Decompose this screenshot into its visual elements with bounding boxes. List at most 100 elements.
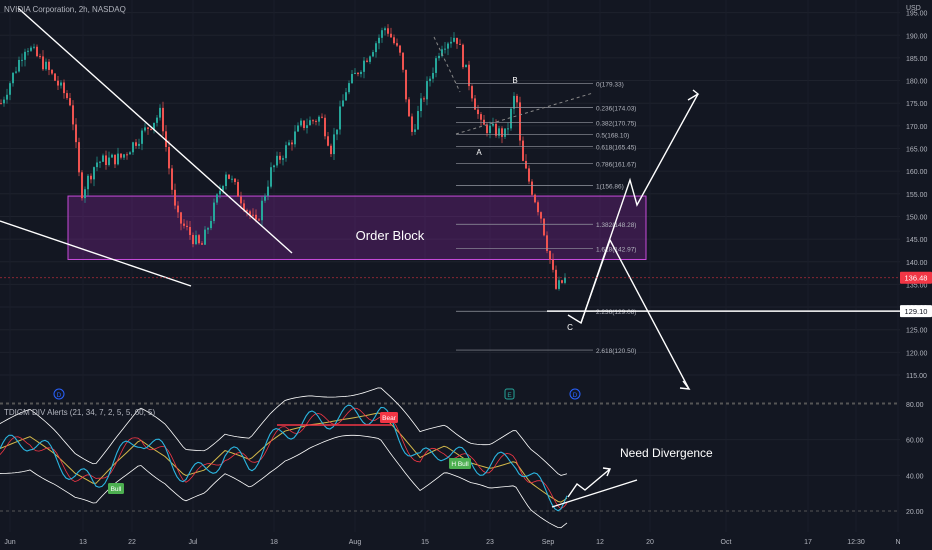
candle-body (195, 235, 197, 245)
candle-body (375, 43, 377, 53)
candle-body (114, 154, 116, 165)
svg-text:Bear: Bear (382, 415, 397, 422)
candle-body (480, 114, 482, 120)
candle-body (129, 152, 131, 155)
candle-body (171, 168, 173, 190)
candle-body (249, 211, 251, 215)
bullish-projection-path[interactable] (567, 93, 699, 325)
candle-body (429, 78, 431, 82)
candle-body (363, 60, 365, 72)
candle-body (222, 186, 224, 191)
price-axis[interactable]: 115.00120.00125.00130.00135.00140.00145.… (906, 11, 928, 380)
candle-body (378, 37, 380, 44)
bull-signal-label: Bull (108, 483, 124, 494)
candle-body (507, 128, 509, 130)
candle-body (369, 56, 371, 62)
candle-body (537, 202, 539, 213)
candle-body (456, 37, 458, 44)
candle-body (489, 125, 491, 134)
candle-body (30, 47, 32, 51)
candle-body (282, 158, 284, 160)
time-tick-label: 20 (646, 539, 654, 546)
candle-body (99, 161, 101, 163)
bearish-projection-path[interactable] (580, 238, 690, 390)
divergence-trendline[interactable] (551, 479, 638, 508)
candle-body (177, 205, 179, 213)
candle-body (426, 81, 428, 100)
candle-body (267, 186, 269, 196)
need-divergence-label: Need Divergence (620, 446, 713, 460)
time-axis[interactable]: Jun 13 22 Jul 18 Aug 15 23 Sep 12 20 Oct 17 12:30 N (4, 539, 900, 546)
candle-body (72, 105, 74, 125)
time-tick-label: 18 (270, 539, 278, 546)
candle-body (387, 28, 389, 34)
candle-body (51, 69, 53, 74)
candle-body (345, 92, 347, 101)
order-block-zone[interactable] (67, 195, 647, 260)
candle-body (441, 49, 443, 56)
candle-body (417, 111, 419, 130)
candle-body (144, 127, 146, 131)
candle-body (270, 167, 272, 187)
candle-body (534, 194, 536, 203)
candle-body (453, 37, 455, 42)
candle-body (525, 160, 527, 169)
price-tick-label: 165.00 (906, 147, 928, 154)
candle-body (42, 56, 44, 70)
candle-body (468, 64, 470, 87)
svg-text:D: D (57, 392, 62, 399)
candle-body (516, 95, 518, 103)
candle-body (333, 134, 335, 155)
candle-body (261, 200, 263, 221)
candle-body (366, 60, 368, 62)
time-tick-label: 22 (128, 539, 136, 546)
divergence-projection[interactable] (567, 468, 611, 498)
candle-body (210, 220, 212, 229)
trendline-upper[interactable] (17, 7, 293, 254)
price-tick-label: 160.00 (906, 169, 928, 176)
symbol-title[interactable]: NVIDIA Corporation, 2h, NASDAQ (4, 5, 126, 14)
event-marker-dividend-2[interactable]: D (569, 388, 581, 400)
candle-body (543, 218, 545, 236)
fib-retracement[interactable]: 0(179.33) 0.236(174.03) 0.382(170.75) 0.5(1… (456, 82, 636, 355)
fib-level-label: 0(179.33) (596, 82, 624, 89)
candle-body (396, 43, 398, 46)
event-marker-earnings[interactable]: E (504, 388, 515, 400)
candle-body (492, 123, 494, 126)
candle-body (471, 86, 473, 99)
candle-body (411, 116, 413, 132)
price-tick-label: 135.00 (906, 282, 928, 289)
candle-body (342, 100, 344, 107)
bullish-arrow-head (687, 89, 700, 101)
indicator-pane[interactable]: 80.00 60.00 40.00 20.00 (0, 387, 924, 529)
price-tick-label: 115.00 (906, 373, 927, 380)
candle-body (78, 142, 80, 173)
candle-body (393, 37, 395, 44)
candle-body (243, 203, 245, 211)
candle-body (321, 116, 323, 118)
candle-body (408, 99, 410, 117)
indicator-title[interactable]: TDIGM DIV Alerts (21, 34, 7, 2, 5, 5, 60… (4, 408, 156, 417)
price-tick-label: 140.00 (906, 260, 928, 267)
candle-body (39, 56, 41, 58)
trendline-lower[interactable] (0, 220, 192, 287)
candle-body (186, 225, 188, 227)
candle-body (102, 155, 104, 162)
bear-signal-label: Bear (380, 412, 398, 423)
candle-body (159, 107, 161, 118)
candle-body (63, 82, 65, 94)
candle-body (90, 175, 92, 180)
candle-body (105, 155, 107, 165)
candle-body (357, 72, 359, 75)
candle-body (255, 214, 257, 220)
candle-body (444, 48, 446, 50)
candle-body (69, 98, 71, 106)
candle-body (219, 190, 221, 195)
candle-body (12, 72, 14, 84)
candle-body (336, 129, 338, 135)
indicator-tick-label: 80.00 (906, 402, 924, 409)
candles[interactable] (0, 24, 566, 291)
wave-label-c: C (567, 323, 573, 332)
event-marker-dividend-1[interactable]: D (53, 388, 65, 400)
